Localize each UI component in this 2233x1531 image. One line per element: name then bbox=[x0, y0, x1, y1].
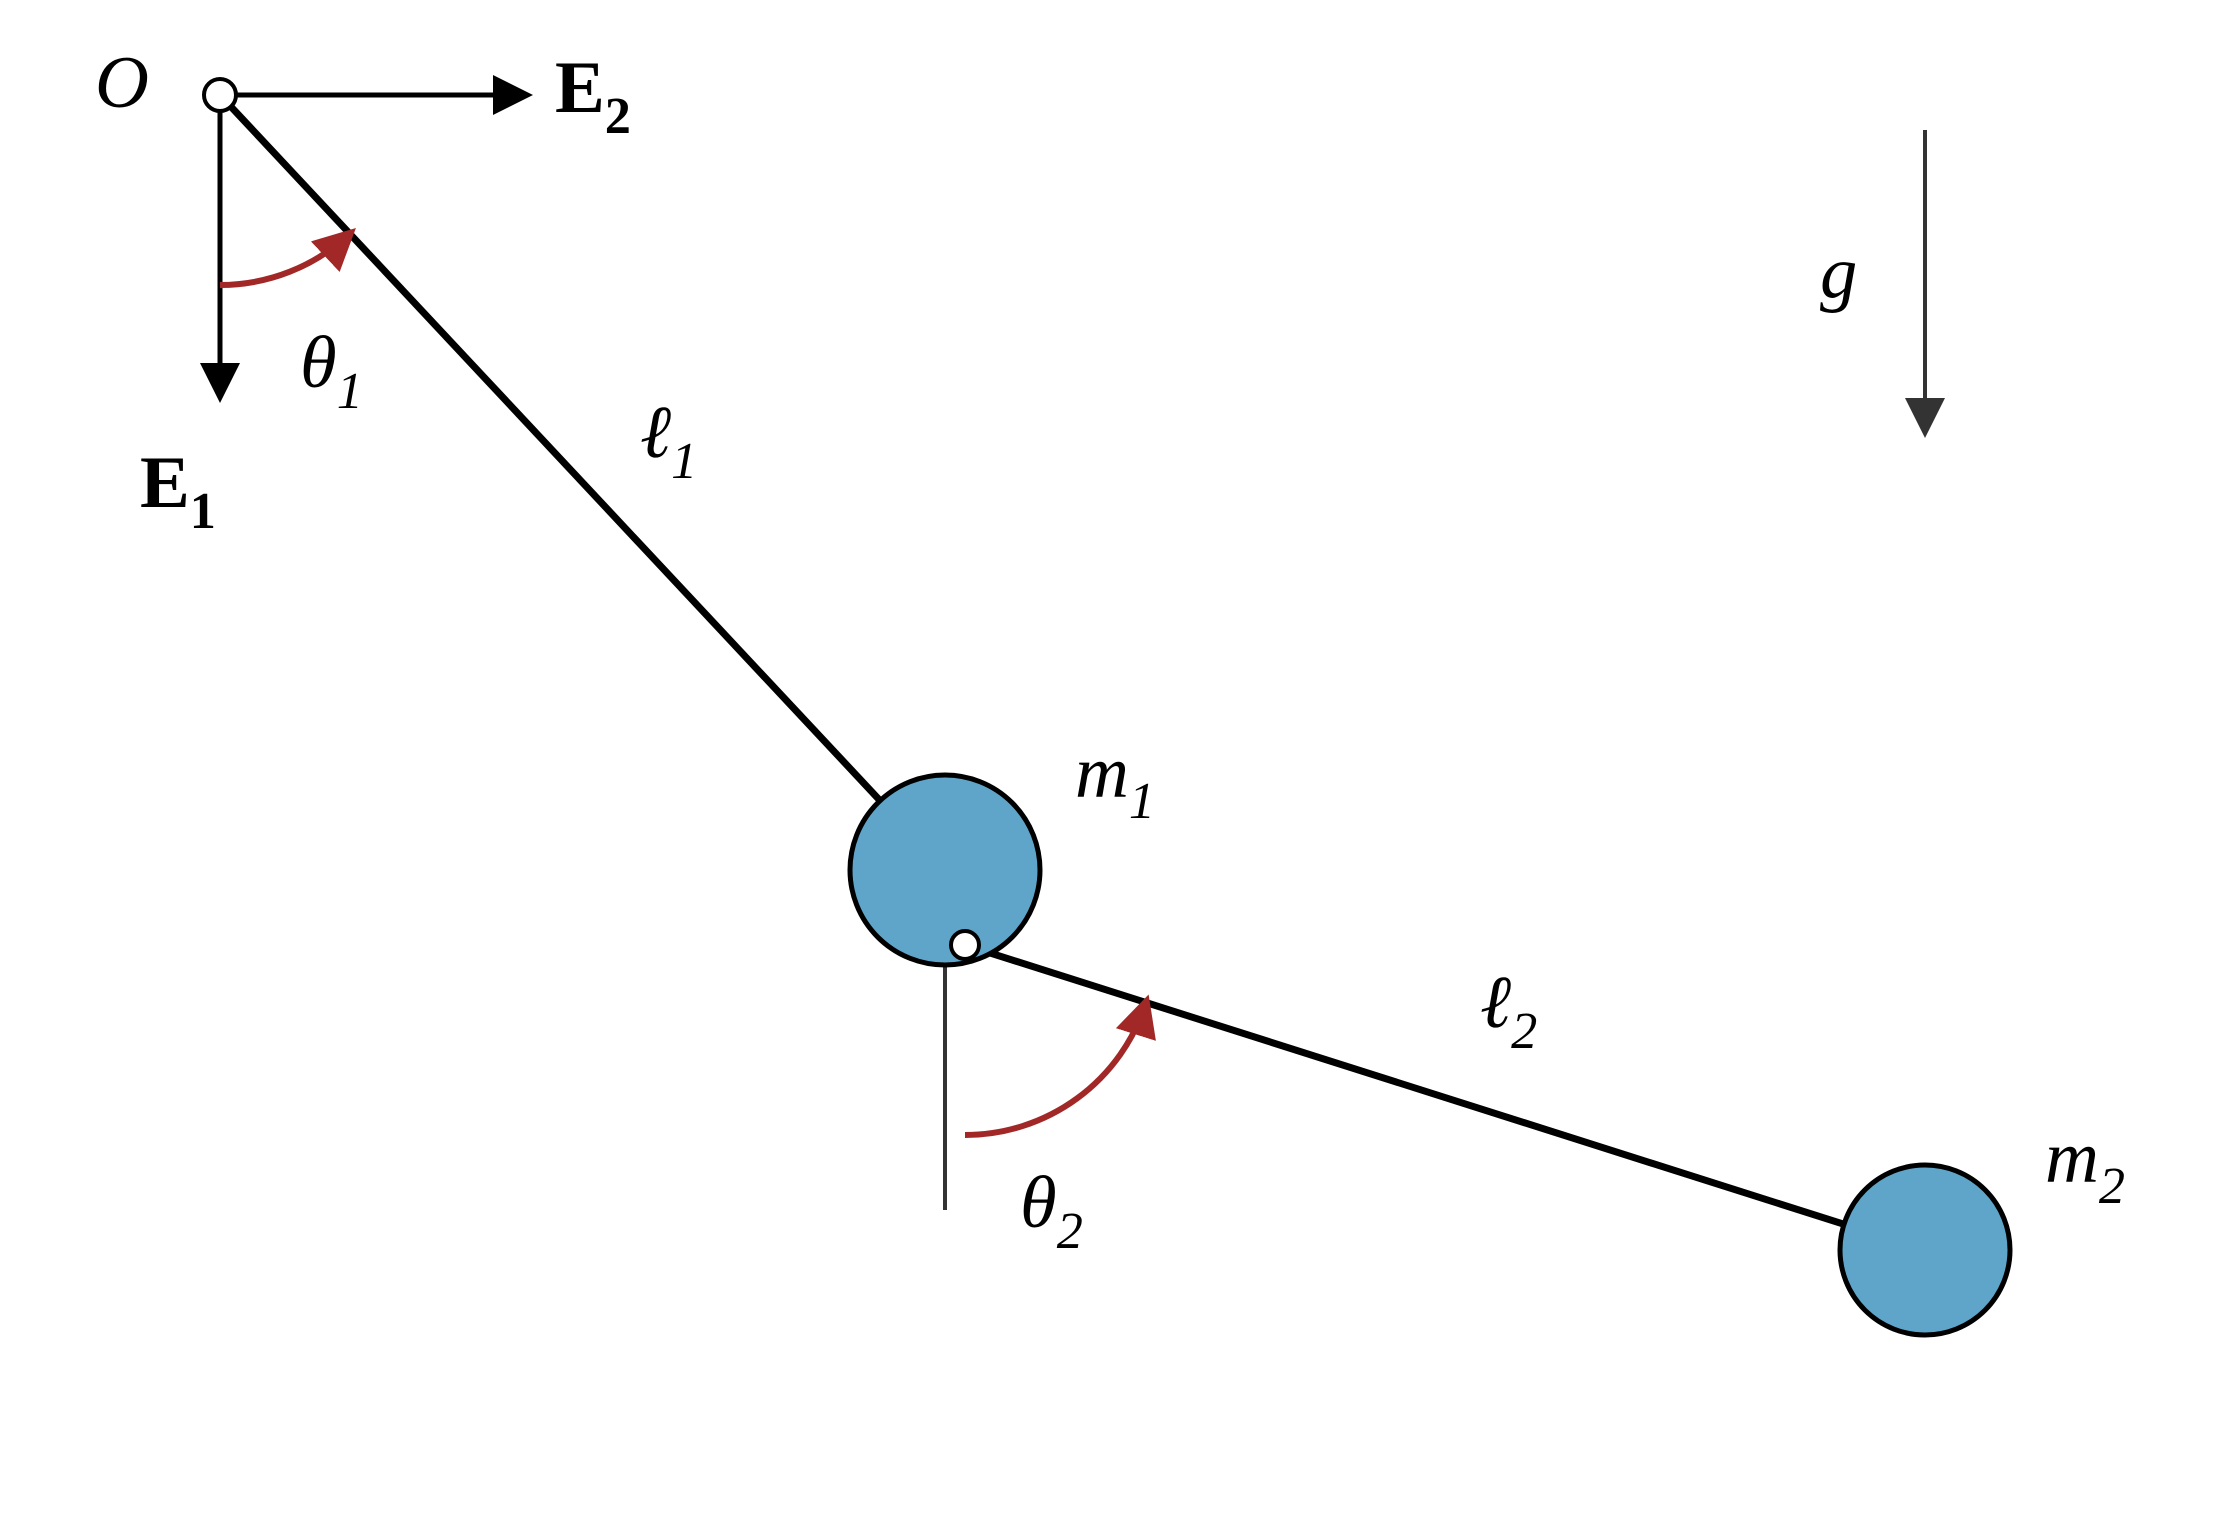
label-e1-sub: 1 bbox=[190, 482, 216, 540]
label-l1-main: ℓ bbox=[640, 391, 671, 474]
label-theta1: θ1 bbox=[300, 320, 363, 416]
label-e2-main: E bbox=[555, 46, 605, 129]
label-m1-main: m bbox=[1075, 731, 1129, 814]
label-origin: O bbox=[95, 40, 149, 126]
label-theta2-sub: 2 bbox=[1057, 1202, 1083, 1260]
rod-2 bbox=[965, 945, 1925, 1250]
label-theta2: θ2 bbox=[1020, 1160, 1083, 1256]
label-l2: ℓ2 bbox=[1480, 960, 1537, 1056]
label-m1-sub: 1 bbox=[1129, 772, 1155, 830]
label-m2-sub: 2 bbox=[2099, 1157, 2125, 1215]
pivot-joint1 bbox=[951, 931, 979, 959]
rod-1 bbox=[220, 95, 945, 870]
label-e1: E1 bbox=[140, 440, 216, 536]
pivot-origin bbox=[204, 79, 236, 111]
mass-2 bbox=[1840, 1165, 2010, 1335]
label-theta2-main: θ bbox=[1020, 1161, 1057, 1244]
mass-1 bbox=[850, 775, 1040, 965]
label-m2-main: m bbox=[2045, 1116, 2099, 1199]
label-m1: m1 bbox=[1075, 730, 1155, 826]
label-e2: E2 bbox=[555, 45, 631, 141]
label-gravity-text: g bbox=[1820, 231, 1857, 314]
label-e1-main: E bbox=[140, 441, 190, 524]
label-gravity: g bbox=[1820, 230, 1857, 316]
label-l1-sub: 1 bbox=[671, 432, 697, 490]
label-l2-main: ℓ bbox=[1480, 961, 1511, 1044]
angle-theta1-arc bbox=[220, 234, 350, 285]
label-l1: ℓ1 bbox=[640, 390, 697, 486]
angle-theta2-arc bbox=[965, 1003, 1146, 1135]
label-m2: m2 bbox=[2045, 1115, 2125, 1211]
label-l2-sub: 2 bbox=[1511, 1002, 1537, 1060]
label-theta1-main: θ bbox=[300, 321, 337, 404]
label-e2-sub: 2 bbox=[605, 87, 631, 145]
label-origin-text: O bbox=[95, 41, 149, 124]
label-theta1-sub: 1 bbox=[337, 362, 363, 420]
